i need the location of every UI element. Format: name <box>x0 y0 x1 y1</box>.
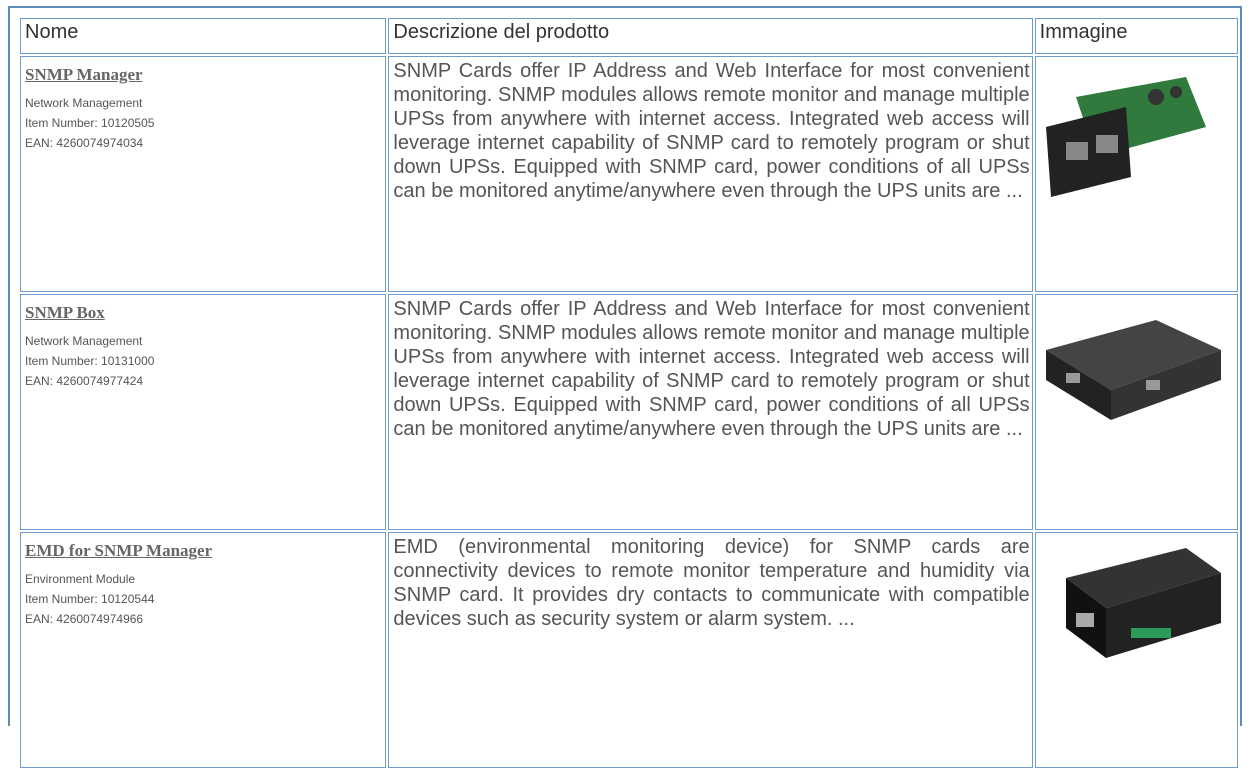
image-cell <box>1034 294 1238 530</box>
product-table: Nome Descrizione del prodotto Immagine S… <box>18 16 1240 770</box>
product-item: Item Number: 10120544 <box>25 592 155 606</box>
description-cell: SNMP Cards offer IP Address and Web Inte… <box>388 294 1033 530</box>
image-cell <box>1034 56 1238 292</box>
product-row: SNMP Manager Network Management Item Numbe… <box>20 56 1238 292</box>
header-cell: Nome <box>20 18 387 54</box>
description-cell: EMD (environmental monitoring device) fo… <box>388 532 1033 768</box>
product-ean: EAN: 4260074974034 <box>25 136 144 150</box>
product-category: Network Management <box>25 96 143 110</box>
name-cell: SNMP Manager Network Management Item Numbe… <box>20 56 387 292</box>
product-category: Network Management <box>25 334 143 348</box>
product-ean: EAN: 4260074974966 <box>25 612 144 626</box>
header-row: Nome Descrizione del prodotto Immagine <box>20 18 1238 54</box>
product-item: Item Number: 10131000 <box>25 354 155 368</box>
image-cell <box>1034 532 1238 768</box>
name-cell: SNMP Box Network Management Item Number: 1… <box>20 294 387 530</box>
product-category: Environment Module <box>25 572 136 586</box>
product-item: Item Number: 10120505 <box>25 116 155 130</box>
name-cell: EMD for SNMP Manager Environment Module It… <box>20 532 387 768</box>
page: Nome Descrizione del prodotto Immagine S… <box>8 6 1242 768</box>
header-cell: Descrizione del prodotto <box>388 18 1033 54</box>
product-ean: EAN: 4260074977424 <box>25 374 144 388</box>
product-row: EMD for SNMP Manager Environment Module It… <box>20 532 1238 768</box>
content-frame: Nome Descrizione del prodotto Immagine S… <box>8 6 1242 768</box>
product-image <box>1045 77 1206 197</box>
header-cell: Immagine <box>1034 18 1238 54</box>
product-link[interactable]: EMD for SNMP Manager <box>25 541 213 560</box>
product-image <box>1045 320 1221 420</box>
product-image <box>1065 548 1221 658</box>
product-link[interactable]: SNMP Box <box>25 303 105 322</box>
product-row: SNMP Box Network Management Item Number: 1… <box>20 294 1238 530</box>
product-link[interactable]: SNMP Manager <box>25 65 143 84</box>
description-cell: SNMP Cards offer IP Address and Web Inte… <box>388 56 1033 292</box>
table-body: SNMP Manager Network Management Item Numbe… <box>20 56 1238 768</box>
